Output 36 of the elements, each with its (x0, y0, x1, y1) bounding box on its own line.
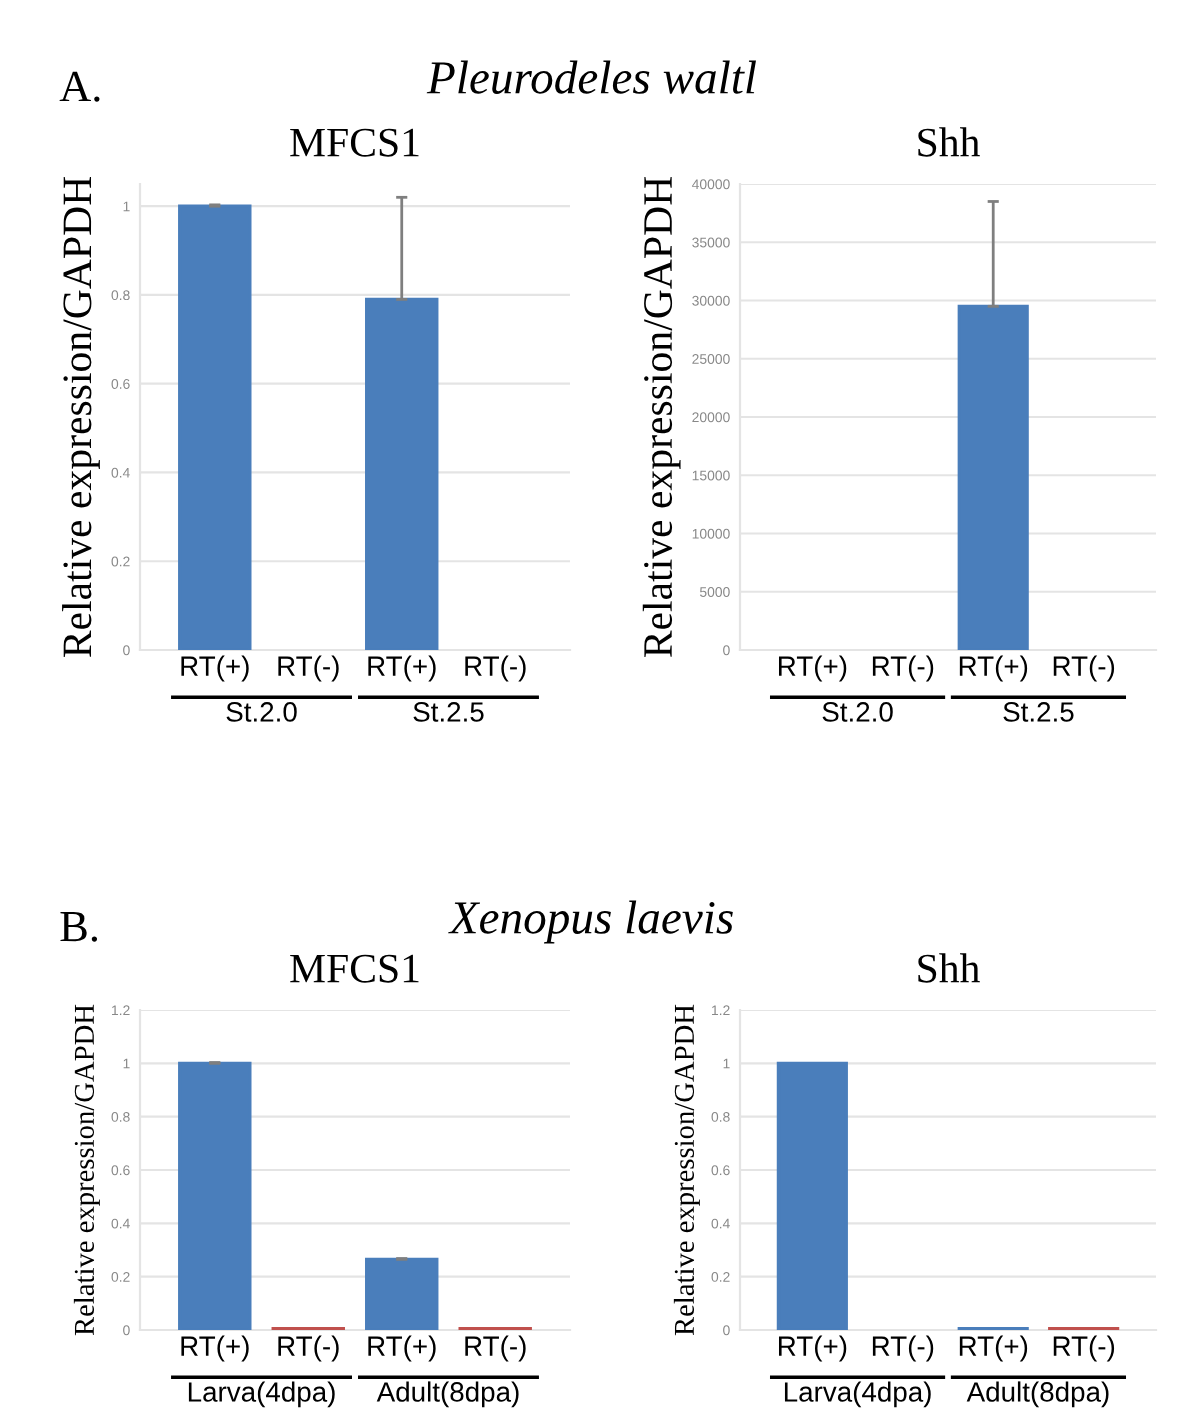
x-tick-label: RT(+) (181, 655, 249, 682)
y-axis-title: Relative expression/GAPDH (642, 176, 681, 658)
y-axis-title: Relative expression/GAPDH (73, 1004, 100, 1336)
chart-title: Shh (918, 953, 980, 983)
text: Xenopus laevis (448, 900, 733, 944)
y-axis-title: Relative expression/GAPDH (673, 1004, 700, 1336)
chart-title: MFCS1 (290, 954, 419, 983)
text: St.2.0 (226, 702, 297, 722)
x-tick-label: RT(+) (959, 1335, 1028, 1362)
x-tick-label: RT(+) (368, 1335, 436, 1362)
chart-title: Shh (918, 127, 980, 157)
x-tick-label: RT(+) (181, 1335, 249, 1362)
x-tick-label: RT(+) (778, 655, 847, 682)
x-tick-label: RT(+) (368, 655, 436, 682)
x-tick-label: RT(+) (778, 1335, 847, 1362)
text: St.2.5 (413, 702, 484, 722)
x-tick-label: RT(-) (465, 1335, 526, 1362)
text: Larva(4dpa) (784, 1381, 931, 1408)
text: Adult(8dpa) (966, 1381, 1109, 1408)
text: Pleurodeles waltl (426, 60, 756, 94)
x-tick-label: RT(-) (278, 655, 339, 682)
x-tick-label: RT(+) (959, 655, 1028, 682)
text: Adult(8dpa) (376, 1381, 519, 1408)
x-tick-label: RT(-) (1053, 1335, 1115, 1362)
text: B. (60, 911, 98, 942)
text: Larva(4dpa) (188, 1381, 335, 1408)
text: A. (59, 71, 100, 102)
x-tick-label: RT(-) (278, 1335, 339, 1362)
chart-title: MFCS1 (290, 128, 419, 157)
x-tick-label: RT(-) (872, 655, 934, 682)
x-tick-label: RT(-) (465, 655, 526, 682)
x-tick-label: RT(-) (1053, 655, 1115, 682)
text: St.2.5 (1003, 702, 1074, 722)
y-axis-title: Relative expression/GAPDH (62, 176, 100, 658)
text: St.2.0 (822, 702, 893, 722)
x-tick-label: RT(-) (872, 1335, 934, 1362)
